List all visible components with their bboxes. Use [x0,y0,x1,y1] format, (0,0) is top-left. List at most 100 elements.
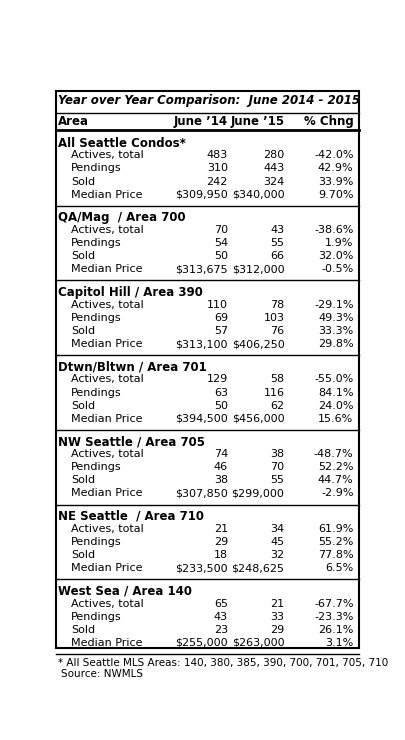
Text: -38.6%: -38.6% [314,225,354,235]
Text: 116: 116 [264,388,284,397]
Text: 57: 57 [214,326,228,336]
Text: QA/Mag  / Area 700: QA/Mag / Area 700 [58,211,185,224]
Text: Sold: Sold [71,177,95,186]
Text: 23: 23 [214,625,228,635]
Text: Capitol Hill / Area 390: Capitol Hill / Area 390 [58,286,202,299]
Text: 3.1%: 3.1% [325,638,354,648]
Text: $299,000: $299,000 [232,488,284,499]
Text: $313,675: $313,675 [175,264,228,275]
Text: Actives, total: Actives, total [71,449,144,459]
Text: Actives, total: Actives, total [71,300,144,310]
Text: 46: 46 [214,462,228,472]
Text: 38: 38 [270,449,284,459]
Text: $406,250: $406,250 [232,339,284,349]
Text: 32: 32 [270,550,284,560]
Text: Median Price: Median Price [71,414,143,424]
Text: $394,500: $394,500 [175,414,228,424]
Text: 324: 324 [263,177,284,186]
Text: 33.9%: 33.9% [318,177,354,186]
Text: Actives, total: Actives, total [71,225,144,235]
Text: 33: 33 [271,611,284,622]
Text: 44.7%: 44.7% [318,475,354,485]
Text: 15.6%: 15.6% [318,414,354,424]
Text: -42.0%: -42.0% [314,150,354,161]
Text: 78: 78 [270,300,284,310]
Text: 43: 43 [270,225,284,235]
Text: Sold: Sold [71,252,95,261]
Text: -2.9%: -2.9% [321,488,354,499]
Text: Actives, total: Actives, total [71,524,144,534]
Text: 52.2%: 52.2% [318,462,354,472]
Text: Sold: Sold [71,625,95,635]
Text: $312,000: $312,000 [232,264,284,275]
Text: 242: 242 [207,177,228,186]
Text: 29: 29 [270,625,284,635]
Text: 69: 69 [214,313,228,323]
Text: $340,000: $340,000 [232,189,284,200]
Text: -0.5%: -0.5% [321,264,354,275]
Text: Dtwn/Bltwn / Area 701: Dtwn/Bltwn / Area 701 [58,360,206,374]
Text: June ’15: June ’15 [230,115,284,128]
Text: 55: 55 [271,475,284,485]
Text: $309,950: $309,950 [175,189,228,200]
Text: Sold: Sold [71,475,95,485]
Text: Sold: Sold [71,400,95,411]
Text: 65: 65 [214,599,228,608]
Text: 18: 18 [214,550,228,560]
Text: 45: 45 [270,537,284,547]
Text: Pendings: Pendings [71,238,122,248]
Text: Pendings: Pendings [71,164,122,173]
Text: 70: 70 [214,225,228,235]
Text: Pendings: Pendings [71,537,122,547]
Text: Median Price: Median Price [71,339,143,349]
Text: 76: 76 [270,326,284,336]
Text: 49.3%: 49.3% [318,313,354,323]
Text: 84.1%: 84.1% [318,388,354,397]
Text: 310: 310 [207,164,228,173]
Text: Actives, total: Actives, total [71,599,144,608]
Text: 6.5%: 6.5% [325,563,354,573]
Text: June ’14: June ’14 [174,115,228,128]
Text: NW Seattle / Area 705: NW Seattle / Area 705 [58,435,205,448]
Text: Pendings: Pendings [71,313,122,323]
Text: Area: Area [58,115,89,128]
Text: All Seattle Condos*: All Seattle Condos* [58,136,185,149]
Text: 74: 74 [214,449,228,459]
Text: $248,625: $248,625 [232,563,284,573]
Text: 70: 70 [270,462,284,472]
Text: Pendings: Pendings [71,388,122,397]
Text: $313,100: $313,100 [175,339,228,349]
Text: Median Price: Median Price [71,488,143,499]
Text: 26.1%: 26.1% [318,625,354,635]
Text: 55.2%: 55.2% [318,537,354,547]
Text: -29.1%: -29.1% [314,300,354,310]
Text: -23.3%: -23.3% [314,611,354,622]
Text: 129: 129 [207,374,228,385]
Text: 9.70%: 9.70% [318,189,354,200]
Text: 29.8%: 29.8% [318,339,354,349]
Text: 50: 50 [214,252,228,261]
Text: $263,000: $263,000 [232,638,284,648]
Text: 21: 21 [270,599,284,608]
Text: 62: 62 [270,400,284,411]
Text: 55: 55 [271,238,284,248]
Text: 66: 66 [271,252,284,261]
Text: Pendings: Pendings [71,611,122,622]
Text: 54: 54 [214,238,228,248]
Text: 63: 63 [214,388,228,397]
Text: 61.9%: 61.9% [318,524,354,534]
Text: Actives, total: Actives, total [71,374,144,385]
Text: * All Seattle MLS Areas: 140, 380, 385, 390, 700, 701, 705, 710: * All Seattle MLS Areas: 140, 380, 385, … [58,658,388,667]
Text: West Sea / Area 140: West Sea / Area 140 [58,585,192,598]
Text: -67.7%: -67.7% [314,599,354,608]
Text: Sold: Sold [71,326,95,336]
Text: % Chng: % Chng [304,115,354,128]
Text: 24.0%: 24.0% [318,400,354,411]
Text: $255,000: $255,000 [175,638,228,648]
Text: 443: 443 [263,164,284,173]
Text: Source: NWMLS: Source: NWMLS [61,668,143,679]
Text: Median Price: Median Price [71,563,143,573]
Text: 21: 21 [214,524,228,534]
Text: 280: 280 [263,150,284,161]
Text: Pendings: Pendings [71,462,122,472]
